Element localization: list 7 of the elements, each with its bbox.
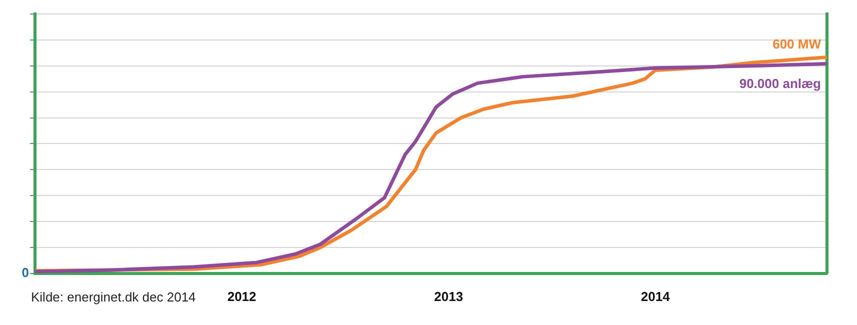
x-tick-label: 2014: [640, 288, 671, 304]
text: 0: [22, 264, 29, 280]
series-label: 90.000 anlæg: [739, 76, 822, 91]
text: Kilde: energinet.dk dec 2014: [31, 289, 196, 304]
x-tick-label: 2013: [434, 288, 464, 304]
x-tick-label: 2012: [227, 288, 256, 304]
series-label: 600 MW: [772, 36, 822, 52]
